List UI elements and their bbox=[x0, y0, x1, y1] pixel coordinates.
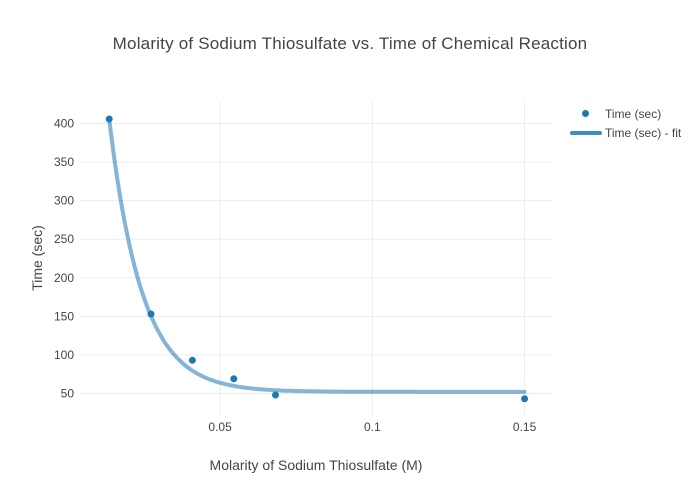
legend-item-label: Time (sec) bbox=[605, 106, 662, 121]
y-tick-label: 300 bbox=[54, 194, 74, 208]
data-point[interactable] bbox=[521, 395, 529, 403]
axis-tick-labels: 50 100 150 200 250 300 350 400 0.05 0.1 0.15 bbox=[54, 117, 537, 434]
gridlines bbox=[80, 102, 552, 415]
x-tick-label: 0.15 bbox=[513, 420, 537, 434]
data-point[interactable] bbox=[147, 310, 155, 318]
legend: Time (sec) Time (sec) - fit bbox=[555, 104, 681, 142]
y-tick-label: 100 bbox=[54, 348, 74, 362]
x-axis-title: Molarity of Sodium Thiosulfate (M) bbox=[209, 457, 423, 473]
fit-line-series bbox=[107, 117, 527, 394]
x-tick-label: 0.1 bbox=[364, 420, 381, 434]
y-tick-label: 250 bbox=[54, 232, 74, 246]
scatter-marker-icon bbox=[582, 110, 589, 117]
data-point[interactable] bbox=[105, 115, 113, 123]
data-point[interactable] bbox=[272, 391, 279, 399]
y-tick-label: 50 bbox=[61, 386, 75, 400]
y-tick-label: 400 bbox=[54, 117, 74, 131]
y-tick-label: 200 bbox=[54, 271, 74, 285]
legend-item-label: Time (sec) - fit bbox=[605, 125, 682, 140]
legend-item-time[interactable]: Time (sec) bbox=[555, 104, 681, 123]
line-marker-icon bbox=[570, 130, 602, 135]
y-axis-title: Time (sec) bbox=[29, 225, 45, 291]
y-tick-label: 150 bbox=[54, 309, 74, 323]
fit-line[interactable] bbox=[107, 117, 527, 394]
y-tick-label: 350 bbox=[54, 155, 74, 169]
scatter-series bbox=[105, 115, 529, 403]
legend-marker-box bbox=[555, 130, 602, 135]
data-point[interactable] bbox=[188, 356, 196, 364]
chart-title: Molarity of Sodium Thiosulfate vs. Time … bbox=[112, 34, 588, 53]
legend-marker-box bbox=[555, 110, 602, 117]
x-tick-label: 0.05 bbox=[208, 420, 232, 434]
data-point[interactable] bbox=[230, 375, 238, 383]
legend-item-fit[interactable]: Time (sec) - fit bbox=[555, 123, 681, 142]
